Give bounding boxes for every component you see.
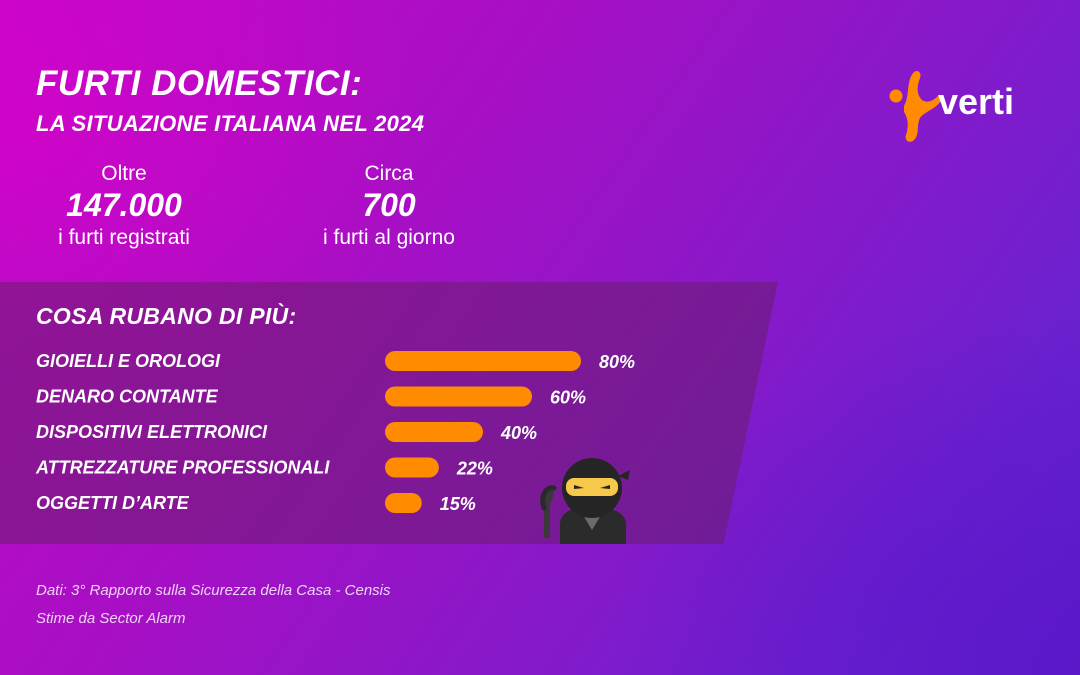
stat-total-suffix: i furti registrati (58, 226, 190, 249)
verti-wordmark: verti (938, 81, 1014, 122)
stat-total-thefts: Oltre 147.000 i furti registrati (4, 163, 244, 248)
stat-total-prefix: Oltre (101, 162, 147, 185)
stat-daily-value: 700 (362, 187, 416, 223)
page-title: FURTI DOMESTICI: (36, 64, 363, 103)
verti-star-icon (889, 70, 943, 142)
page-subtitle: LA SITUAZIONE ITALIANA NEL 2024 (36, 111, 425, 136)
source-note: Dati: 3° Rapporto sulla Sicurezza della … (36, 582, 391, 599)
stat-daily-thefts: Circa 700 i furti al giorno (269, 163, 509, 248)
source-note-secondary: Stime da Sector Alarm (36, 610, 186, 627)
chart-title: COSA RUBANO DI PIÙ: (36, 303, 297, 329)
stat-daily-suffix: i furti al giorno (323, 226, 455, 249)
stat-daily-prefix: Circa (364, 162, 414, 185)
stat-total-value: 147.000 (66, 187, 182, 223)
ninja-thief-icon (540, 458, 630, 544)
verti-logo: verti (889, 70, 1014, 142)
